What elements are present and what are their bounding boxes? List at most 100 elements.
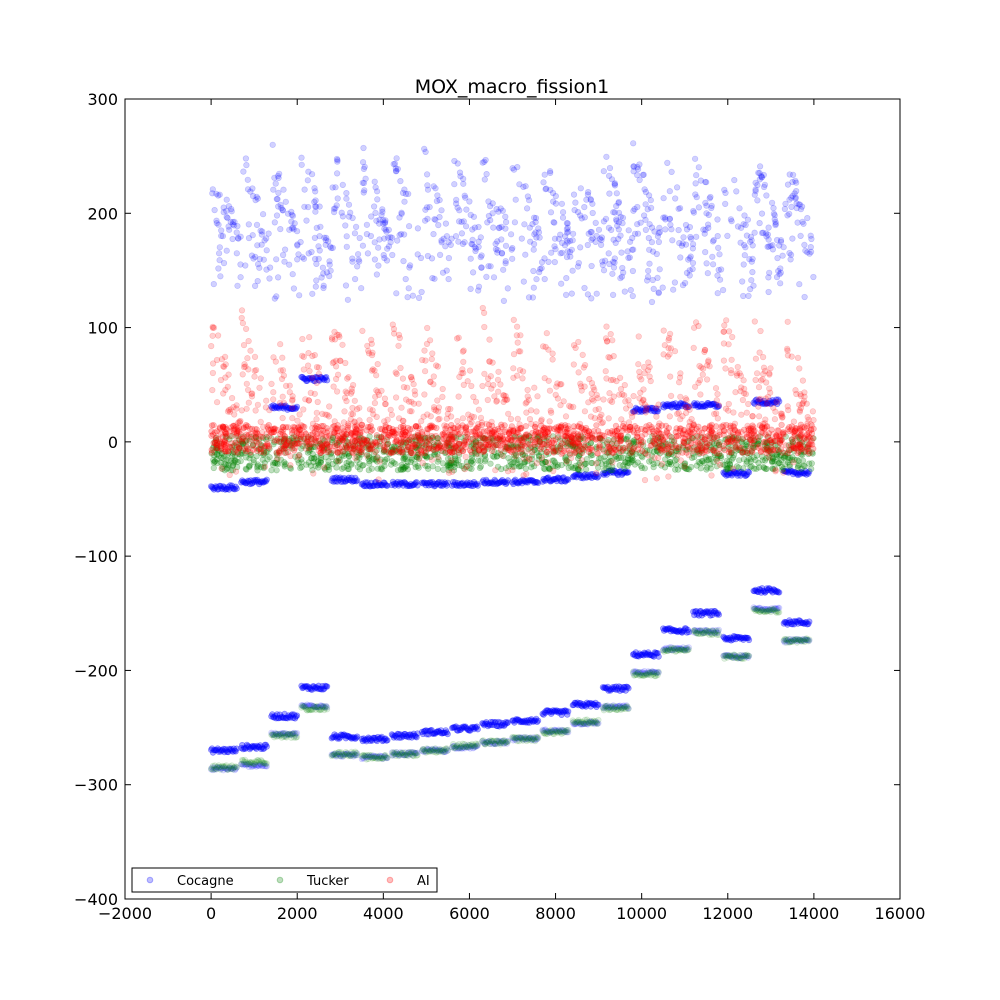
- cocagne-upper-band-point: [714, 290, 721, 297]
- cocagne-lower-step-levels-point: [352, 751, 359, 759]
- cocagne-upper-band-point: [764, 243, 771, 250]
- ai-sawtooth-band-point: [376, 458, 383, 465]
- cocagne-lower-step-levels-point: [292, 732, 299, 739]
- cocagne-upper-band-point: [626, 254, 633, 261]
- cocagne-upper-band-point: [562, 291, 570, 299]
- ai-sawtooth-band-point: [427, 378, 434, 386]
- cocagne-upper-band-point: [530, 214, 538, 221]
- cocagne-lower-step-levels-point: [220, 767, 227, 774]
- cocagne-lower-step-levels-point: [268, 713, 275, 720]
- cocagne-upper-band-point: [788, 203, 795, 210]
- cocagne-lower-step-levels-point: [239, 741, 246, 749]
- cocagne-upper-band-point: [309, 290, 316, 297]
- cocagne-lower-step-levels-point: [339, 731, 346, 739]
- cocagne-upper-band-point: [422, 206, 429, 213]
- tucker-faint-lower-offset-point: [715, 631, 723, 639]
- cocagne-upper-band-point: [583, 196, 590, 203]
- cocagne-upper-band-point: [355, 251, 362, 258]
- ai-sawtooth-band-point: [575, 369, 582, 376]
- cocagne-lower-step-levels-point: [351, 750, 358, 758]
- cocagne-lower-step-levels-point: [209, 764, 216, 771]
- cocagne-upper-band-point: [390, 161, 397, 168]
- cocagne-upper-band-point: [564, 239, 571, 246]
- ai-sawtooth-band-point: [270, 396, 277, 403]
- cocagne-upper-band-point: [259, 228, 266, 235]
- cocagne-upper-band-point: [683, 226, 691, 233]
- cocagne-upper-band-point: [244, 186, 252, 193]
- cocagne-upper-band-point: [680, 234, 687, 241]
- cocagne-lower-step-levels-point: [252, 762, 259, 769]
- cocagne-upper-band-point: [721, 186, 728, 193]
- ai-sawtooth-band-point: [544, 459, 552, 466]
- cocagne-upper-band-point: [660, 214, 667, 221]
- cocagne-upper-band-point: [759, 229, 767, 236]
- cocagne-lower-step-levels-point: [232, 748, 239, 755]
- cocagne-lower-step-levels-point: [745, 636, 753, 644]
- cocagne-upper-band-point: [636, 161, 643, 168]
- cocagne-upper-band-point: [323, 269, 331, 276]
- cocagne-upper-band-point: [563, 237, 571, 244]
- cocagne-upper-band-point: [686, 255, 693, 262]
- ai-sawtooth-band-point: [625, 397, 632, 404]
- cocagne-upper-band-point: [342, 282, 350, 289]
- cocagne-upper-band-point: [756, 176, 763, 183]
- cocagne-upper-band-point: [581, 284, 588, 292]
- cocagne-upper-band-point: [218, 232, 225, 239]
- cocagne-upper-band-point: [381, 220, 388, 227]
- ai-sawtooth-band-point: [507, 415, 515, 423]
- cocagne-lower-step-levels-point: [218, 747, 225, 754]
- cocagne-upper-band-point: [697, 177, 705, 184]
- cocagne-upper-band-point: [367, 232, 375, 240]
- ai-sawtooth-band-point: [311, 352, 318, 359]
- ai-sawtooth-band-point: [423, 340, 431, 348]
- cocagne-lower-step-levels-point: [313, 703, 320, 710]
- cocagne-upper-band-point: [662, 216, 669, 223]
- cocagne-lower-step-levels-point: [320, 686, 327, 693]
- cocagne-upper-band-point: [682, 241, 690, 248]
- tucker-near-zero-band-point: [374, 465, 381, 472]
- cocagne-upper-band-point: [801, 241, 808, 248]
- ai-sawtooth-band-point: [481, 370, 488, 377]
- cocagne-upper-band-point: [651, 228, 658, 235]
- cocagne-upper-band-point: [670, 286, 677, 293]
- cocagne-upper-band-point: [606, 190, 613, 197]
- cocagne-lower-step-levels-point: [246, 760, 253, 768]
- cocagne-upper-band-point: [356, 234, 363, 242]
- cocagne-lower-step-levels-point: [329, 751, 336, 759]
- cocagne-upper-band-point: [654, 233, 662, 240]
- cocagne-upper-band-point: [702, 249, 709, 256]
- ai-sawtooth-band-point: [607, 331, 614, 338]
- cocagne-upper-band-point: [613, 190, 620, 197]
- cocagne-upper-band-point: [375, 262, 382, 269]
- cocagne-upper-band-point: [555, 235, 563, 242]
- ai-sawtooth-band-point: [495, 368, 502, 375]
- ai-sawtooth-band-point: [764, 400, 771, 408]
- cocagne-upper-band-point: [749, 242, 756, 249]
- cocagne-upper-band-point: [677, 254, 684, 261]
- cocagne-upper-band-point: [290, 224, 297, 231]
- cocagne-upper-band-point: [354, 263, 361, 270]
- cocagne-upper-band-point: [748, 277, 755, 284]
- cocagne-upper-band-point: [359, 179, 366, 186]
- ai-sawtooth-band-point: [522, 400, 529, 407]
- tucker-near-zero-band-point: [730, 454, 737, 461]
- cocagne-upper-band-point: [484, 219, 491, 226]
- ai-sawtooth-band-point: [406, 408, 414, 415]
- cocagne-upper-band-point: [606, 260, 613, 268]
- cocagne-upper-band-point: [498, 236, 505, 243]
- cocagne-upper-band-point: [297, 239, 304, 246]
- cocagne-upper-band-point: [371, 178, 378, 185]
- cocagne-upper-band-point: [443, 233, 451, 240]
- cocagne-upper-band-point: [229, 235, 236, 243]
- cocagne-lower-step-levels-point: [309, 703, 317, 710]
- cocagne-upper-band-point: [541, 255, 548, 262]
- cocagne-upper-band-point: [210, 281, 217, 288]
- cocagne-upper-band-point: [618, 273, 626, 280]
- cocagne-lower-step-levels-point: [299, 684, 306, 692]
- cocagne-upper-band-point: [794, 219, 801, 226]
- cocagne-upper-band-point: [498, 249, 506, 257]
- cocagne-upper-band-point: [360, 165, 368, 172]
- cocagne-upper-band-point: [312, 203, 319, 210]
- cocagne-upper-band-point: [701, 230, 708, 237]
- cocagne-upper-band-point: [559, 209, 567, 216]
